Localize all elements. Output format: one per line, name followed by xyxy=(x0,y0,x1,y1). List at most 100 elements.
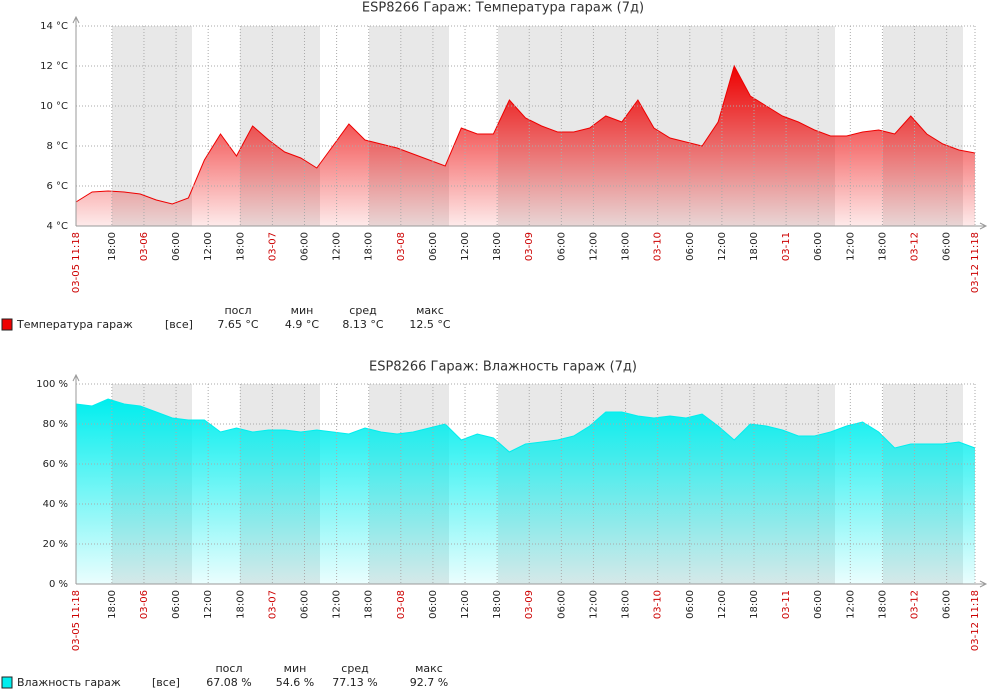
x-tick-label: 03-05 11:18 xyxy=(71,232,82,293)
y-tick-label: 14 °C xyxy=(40,21,68,32)
x-tick-label: 06:00 xyxy=(813,232,824,261)
x-tick-label: 03-11 xyxy=(781,232,792,261)
x-tick-label: 12:00 xyxy=(332,232,343,261)
x-tick-label: 06:00 xyxy=(942,232,953,261)
legend-column: мин xyxy=(284,662,307,675)
legend-column: макс xyxy=(416,304,444,317)
x-tick-label: 03-09 xyxy=(524,232,535,261)
y-tick-label: 6 °C xyxy=(46,181,68,192)
legend-name: Влажность гараж xyxy=(17,676,121,689)
legend-column: посл xyxy=(215,662,242,675)
x-tick-label: 12:00 xyxy=(588,590,599,619)
x-tick-label: 03-06 xyxy=(139,232,150,261)
legend-stat: 7.65 °C xyxy=(217,318,258,331)
x-tick-label: 03-05 11:18 xyxy=(71,590,82,651)
x-tick-label: 03-08 xyxy=(396,232,407,261)
x-tick-label: 12:00 xyxy=(845,590,856,619)
x-tick-label: 18:00 xyxy=(621,232,632,261)
legend-column: мин xyxy=(291,304,314,317)
legend-stat: 77.13 % xyxy=(332,676,377,689)
x-tick-label: 18:00 xyxy=(877,590,888,619)
y-tick-label: 10 °C xyxy=(40,101,68,112)
x-tick-label: 03-07 xyxy=(267,590,278,619)
x-tick-label: 03-12 xyxy=(910,232,921,261)
x-tick-label: 03-09 xyxy=(524,590,535,619)
x-tick-label: 18:00 xyxy=(364,590,375,619)
x-tick-label: 03-12 11:18 xyxy=(970,590,981,651)
area xyxy=(76,399,975,584)
legend-name: Температура гараж xyxy=(16,318,133,331)
axis xyxy=(76,222,988,230)
axis xyxy=(72,373,80,584)
legend-stat: 67.08 % xyxy=(206,676,251,689)
legend-column: посл xyxy=(224,304,251,317)
x-tick-label: 03-10 xyxy=(653,232,664,261)
legend-stat: 92.7 % xyxy=(410,676,448,689)
line xyxy=(75,398,976,453)
x-tick-label: 03-08 xyxy=(396,590,407,619)
y-tick-label: 8 °C xyxy=(46,141,68,152)
x-tick-label: 12:00 xyxy=(845,232,856,261)
x-tick-label: 06:00 xyxy=(428,590,439,619)
x-tick-label: 06:00 xyxy=(299,590,310,619)
x-tick-label: 18:00 xyxy=(877,232,888,261)
x-tick-label: 03-07 xyxy=(267,232,278,261)
x-tick-label: 18:00 xyxy=(235,590,246,619)
legend-column: сред xyxy=(341,662,369,675)
x-tick-label: 12:00 xyxy=(203,232,214,261)
x-tick-label: 12:00 xyxy=(332,590,343,619)
legend-filter: [все] xyxy=(165,318,193,331)
y-tick-label: 20 % xyxy=(43,539,68,550)
legend-stat: 12.5 °C xyxy=(409,318,450,331)
x-tick-label: 18:00 xyxy=(235,232,246,261)
y-tick-label: 0 % xyxy=(49,579,68,590)
x-tick-label: 12:00 xyxy=(588,232,599,261)
legend-filter: [все] xyxy=(152,676,180,689)
y-tick-label: 100 % xyxy=(36,379,68,390)
x-tick-label: 03-12 xyxy=(910,590,921,619)
x-tick-label: 06:00 xyxy=(685,232,696,261)
legend-swatch xyxy=(1,676,13,689)
y-tick-label: 12 °C xyxy=(40,61,68,72)
x-tick-label: 06:00 xyxy=(942,590,953,619)
x-tick-label: 12:00 xyxy=(203,590,214,619)
line xyxy=(75,64,976,205)
x-tick-label: 12:00 xyxy=(717,232,728,261)
legend-column: макс xyxy=(415,662,443,675)
x-tick-label: 06:00 xyxy=(428,232,439,261)
axis xyxy=(72,15,80,226)
x-tick-label: 03-12 11:18 xyxy=(970,232,981,293)
axis xyxy=(76,580,988,588)
x-tick-label: 12:00 xyxy=(460,590,471,619)
x-tick-label: 18:00 xyxy=(107,590,118,619)
x-tick-label: 06:00 xyxy=(685,590,696,619)
area xyxy=(76,66,975,226)
x-tick-label: 06:00 xyxy=(171,590,182,619)
y-tick-label: 40 % xyxy=(43,499,68,510)
x-tick-label: 06:00 xyxy=(556,232,567,261)
y-tick-label: 60 % xyxy=(43,459,68,470)
legend-stat: 4.9 °C xyxy=(285,318,319,331)
legend-stat: 8.13 °C xyxy=(342,318,383,331)
x-tick-label: 18:00 xyxy=(364,232,375,261)
y-tick-label: 4 °C xyxy=(46,221,68,232)
x-tick-label: 06:00 xyxy=(813,590,824,619)
x-tick-label: 18:00 xyxy=(492,590,503,619)
x-tick-label: 06:00 xyxy=(299,232,310,261)
x-tick-label: 03-06 xyxy=(139,590,150,619)
chart-title: ESP8266 Гараж: Влажность гараж (7д) xyxy=(369,360,637,375)
x-tick-label: 12:00 xyxy=(717,590,728,619)
legend-stat: 54.6 % xyxy=(276,676,314,689)
x-tick-label: 18:00 xyxy=(749,232,760,261)
x-tick-label: 18:00 xyxy=(107,232,118,261)
x-tick-label: 06:00 xyxy=(171,232,182,261)
x-tick-label: 06:00 xyxy=(556,590,567,619)
y-tick-label: 80 % xyxy=(43,419,68,430)
legend-column: сред xyxy=(349,304,377,317)
x-tick-label: 18:00 xyxy=(621,590,632,619)
x-tick-label: 18:00 xyxy=(492,232,503,261)
x-tick-label: 12:00 xyxy=(460,232,471,261)
chart-title: ESP8266 Гараж: Температура гараж (7д) xyxy=(362,1,644,16)
x-tick-label: 18:00 xyxy=(749,590,760,619)
